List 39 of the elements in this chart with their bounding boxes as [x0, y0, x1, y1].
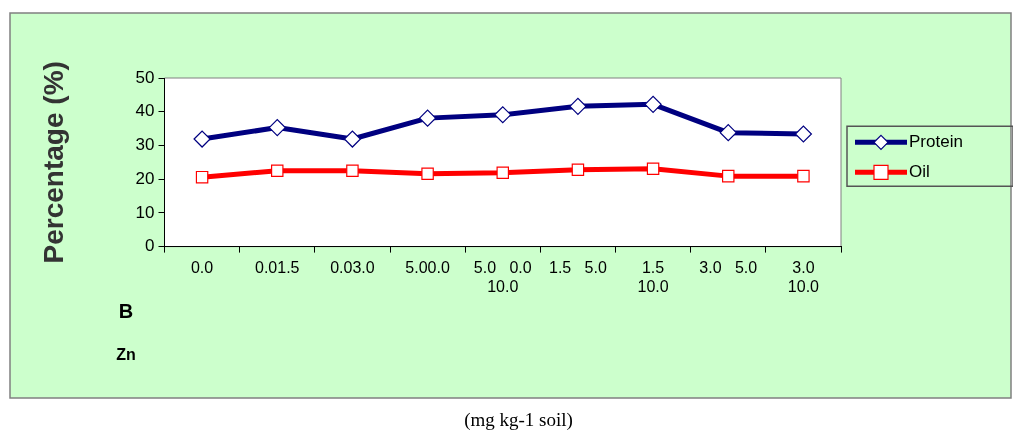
y-tick-label: 10 [135, 202, 155, 222]
point [421, 167, 434, 181]
point [644, 95, 662, 113]
y-tick-label: 50 [135, 67, 155, 87]
y-tick-label: 40 [135, 101, 155, 121]
text: B [118, 300, 134, 322]
legend-label: Oil [909, 161, 930, 181]
legend-label: Protein [909, 131, 963, 151]
point [271, 164, 284, 177]
x-tick-label: 0.03.0 [330, 258, 375, 276]
y-tick-label: 0 [145, 236, 155, 256]
point [195, 170, 209, 184]
x-tick-label: 3.0 10.0 [787, 258, 820, 295]
y-axis-title: Percentage (%) [37, 61, 69, 264]
x-tick-label: 5.00.0 [405, 258, 450, 276]
point [193, 130, 211, 148]
x-tick-label: 3.0 5.0 [699, 258, 758, 276]
point [571, 163, 585, 176]
point [646, 162, 660, 175]
point [343, 130, 362, 148]
x-tick-label: 0.0 [190, 258, 214, 276]
point [794, 125, 813, 143]
point [797, 169, 810, 183]
point [719, 124, 737, 142]
point [418, 109, 437, 127]
text: (mg kg-1 soil) [464, 409, 573, 431]
point [346, 164, 359, 177]
x-tick-label: 0.01.5 [255, 258, 300, 276]
x-tick-label: 1.5 5.0 [549, 258, 607, 276]
point [496, 166, 510, 180]
point [268, 118, 286, 137]
point [494, 106, 512, 124]
x-tick-label: 1.5 10.0 [637, 258, 669, 295]
text: Zn [116, 346, 136, 363]
x-tick-label: 5.0 0.0 10.0 [473, 258, 532, 295]
y-tick-label: 20 [135, 168, 155, 188]
y-tick-label: 30 [135, 135, 155, 155]
point [722, 169, 735, 183]
point [569, 97, 587, 115]
